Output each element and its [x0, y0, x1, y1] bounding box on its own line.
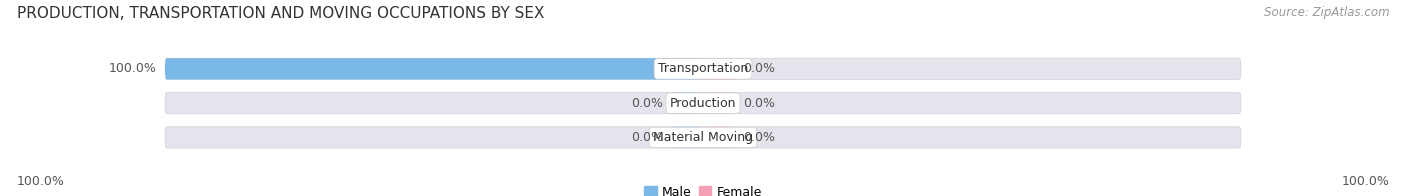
Text: 0.0%: 0.0% — [631, 131, 662, 144]
FancyBboxPatch shape — [703, 58, 735, 80]
Text: 0.0%: 0.0% — [744, 97, 775, 110]
Text: 0.0%: 0.0% — [744, 131, 775, 144]
Text: Material Moving: Material Moving — [652, 131, 754, 144]
Text: 100.0%: 100.0% — [17, 175, 65, 188]
FancyBboxPatch shape — [165, 93, 1241, 114]
FancyBboxPatch shape — [671, 127, 703, 148]
Text: PRODUCTION, TRANSPORTATION AND MOVING OCCUPATIONS BY SEX: PRODUCTION, TRANSPORTATION AND MOVING OC… — [17, 6, 544, 21]
Legend: Male, Female: Male, Female — [640, 181, 766, 196]
FancyBboxPatch shape — [165, 58, 1241, 80]
FancyBboxPatch shape — [703, 127, 735, 148]
Text: Transportation: Transportation — [658, 62, 748, 75]
FancyBboxPatch shape — [165, 127, 1241, 148]
Text: 100.0%: 100.0% — [1341, 175, 1389, 188]
FancyBboxPatch shape — [671, 93, 703, 114]
Text: 100.0%: 100.0% — [110, 62, 157, 75]
Text: 0.0%: 0.0% — [631, 97, 662, 110]
Text: 0.0%: 0.0% — [744, 62, 775, 75]
Text: Source: ZipAtlas.com: Source: ZipAtlas.com — [1264, 6, 1389, 19]
FancyBboxPatch shape — [703, 93, 735, 114]
FancyBboxPatch shape — [165, 58, 703, 80]
Text: Production: Production — [669, 97, 737, 110]
